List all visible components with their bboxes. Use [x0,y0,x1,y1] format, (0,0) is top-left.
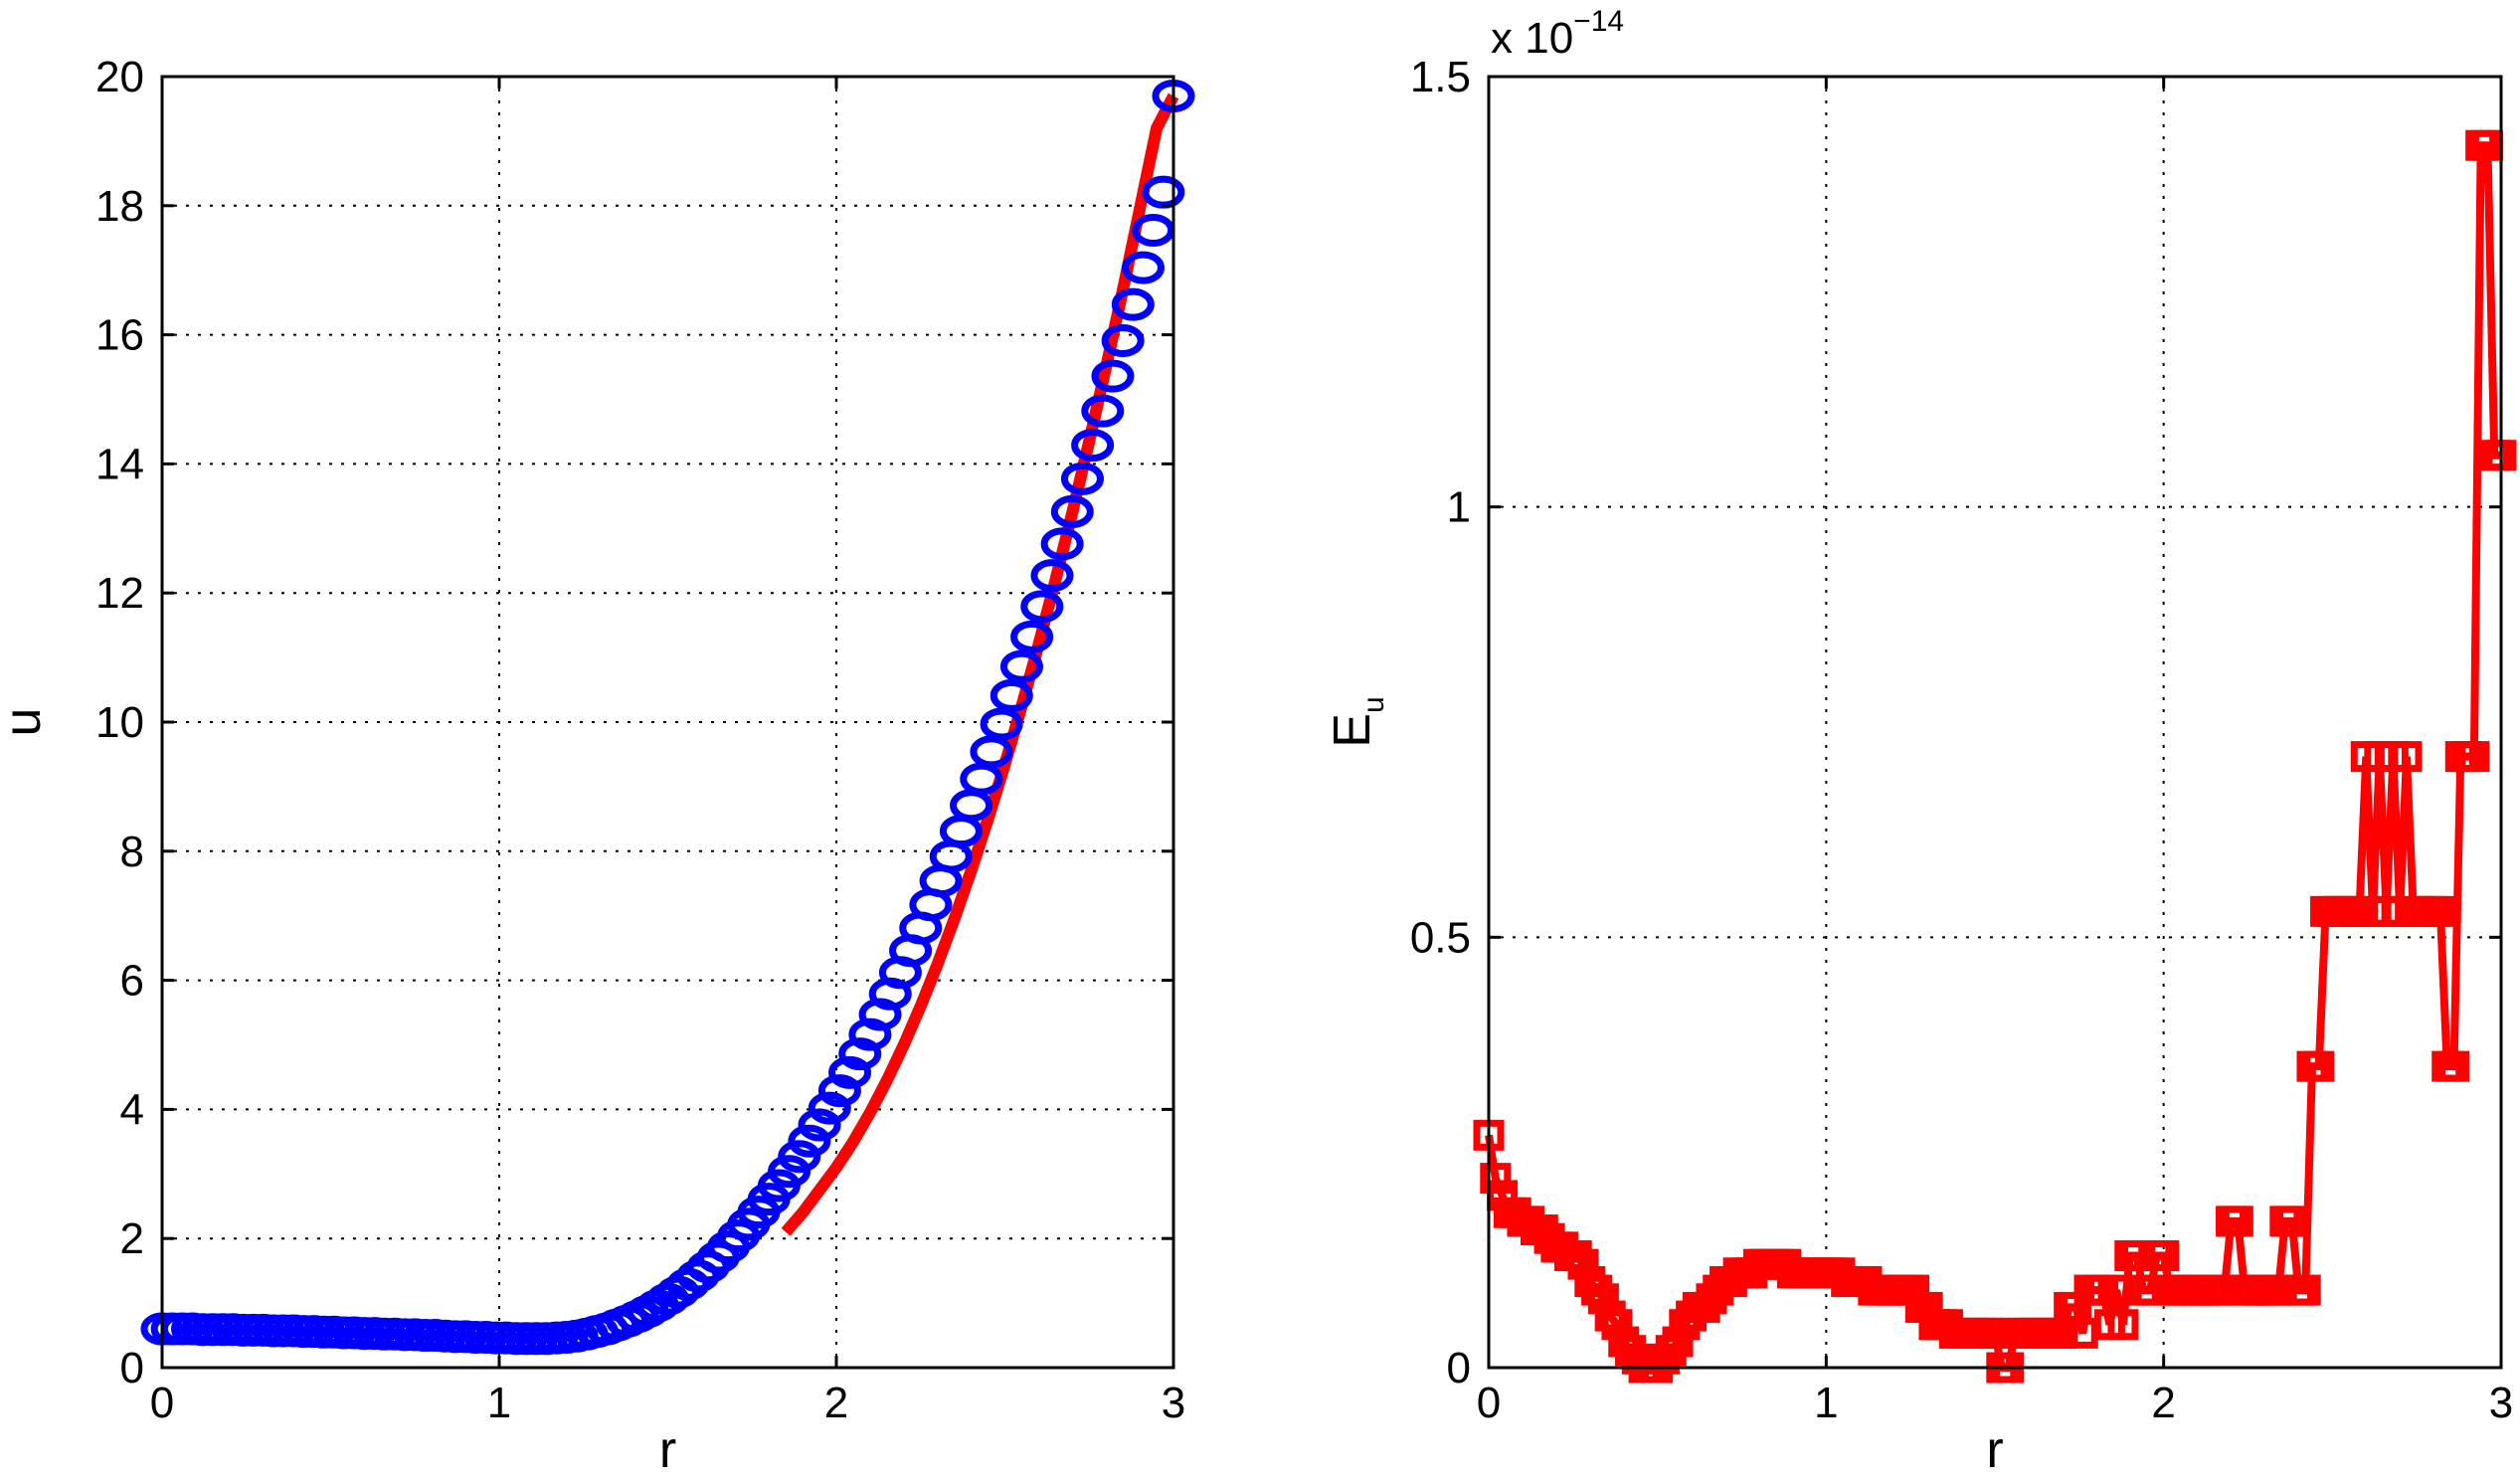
blue-circle-marker [1121,251,1165,284]
red-square-marker [2107,1309,2139,1341]
red-square-marker [2458,741,2490,773]
x-tick-label: 3 [1162,1379,1185,1427]
red-series-line [781,93,1179,1236]
red-square-marker [2471,129,2503,161]
blue-circle-marker [1050,494,1094,528]
red-square-marker [2391,741,2423,773]
x-tick-label: 3 [2489,1379,2513,1427]
blue-circle-marker [999,649,1043,683]
y-tick-label: 1.5 [1410,53,1471,101]
chart-error-grid [1489,77,2501,1368]
y-tick-label: 14 [95,440,144,488]
blue-circle-marker [1081,394,1125,428]
y-tick-label: 1 [1447,483,1471,532]
y-tick-label: 0 [120,1344,144,1392]
x-tick-label: 2 [824,1379,848,1427]
blue-circle-marker [1071,429,1115,463]
chart-u-grid [162,77,1173,1368]
x-tick-label: 1 [487,1379,511,1427]
chart-u-red-line [781,93,1179,1236]
x-tick-label: 0 [1477,1379,1501,1427]
blue-circle-marker [1010,620,1054,653]
blue-circle-marker [980,707,1023,741]
y-tick-label: 6 [120,957,144,1006]
chart-error-vs-r: 0 1 2 3 0 0.5 1 1.5 r Eu x 10−14 [1324,5,2517,1479]
blue-circle-marker [990,678,1033,712]
chart-error-y-axis-label: Eu [1324,696,1390,747]
blue-circle-marker [788,1124,831,1158]
blue-circle-marker [1111,287,1155,321]
chart-error-square-markers [1473,129,2517,1384]
blue-circle-marker [970,735,1013,769]
blue-circle-marker [778,1140,821,1174]
chart-u-circle-markers [140,79,1195,1356]
red-square-marker [2425,895,2456,927]
blue-circle-marker [798,1108,841,1142]
y-tick-label: 2 [120,1214,144,1263]
red-square-marker [2276,1205,2308,1237]
blue-circle-marker [1030,559,1074,593]
y-tick-label: 10 [95,698,144,747]
x-tick-label: 0 [150,1379,174,1427]
red-square-marker [2289,1274,2321,1306]
y-tick-label: 8 [120,828,144,876]
chart-error-x-axis-label: r [1986,1421,2003,1479]
y-tick-label: 4 [120,1085,144,1134]
red-square-marker [2222,1205,2253,1237]
chart-error-y-axis-label-main: E [1324,713,1381,748]
y-tick-label: 0 [1447,1344,1471,1392]
blue-circle-marker [1091,359,1135,393]
blue-circle-marker [1040,527,1084,561]
blue-circle-marker [838,1037,882,1071]
y-tick-label: 20 [95,53,144,101]
blue-circle-marker [828,1055,872,1089]
y-tick-label: 18 [95,182,144,231]
y-tick-label: 0.5 [1410,913,1471,962]
red-square-marker [2437,1050,2469,1082]
red-square-marker [2148,1240,2180,1272]
chart-error-plot-frame [1487,75,2503,1370]
x-tick-label: 1 [1814,1379,1838,1427]
chart-error-ticks: 0 1 2 3 0 0.5 1 1.5 [1410,53,2513,1427]
blue-circle-marker [1060,462,1104,495]
chart-error-exponent-power: −14 [1573,5,1624,38]
blue-circle-marker [1101,323,1145,357]
y-tick-label: 16 [95,311,144,360]
chart-error-exponent-label: x 10−14 [1491,5,1624,63]
blue-circle-marker [817,1074,861,1108]
chart-u-y-axis-label: u [0,708,52,737]
chart-u-x-axis-label: r [659,1421,676,1479]
blue-circle-marker [808,1091,851,1125]
blue-circle-marker [1020,590,1064,624]
y-tick-label: 12 [95,569,144,618]
blue-circle-marker [1132,213,1175,247]
chart-error-exponent-base: x 10 [1491,14,1573,63]
red-square-marker [2303,1050,2335,1082]
x-tick-label: 2 [2151,1379,2175,1427]
chart-error-y-axis-label-subscript: u [1357,696,1390,713]
red-square-marker [1480,1163,1512,1195]
